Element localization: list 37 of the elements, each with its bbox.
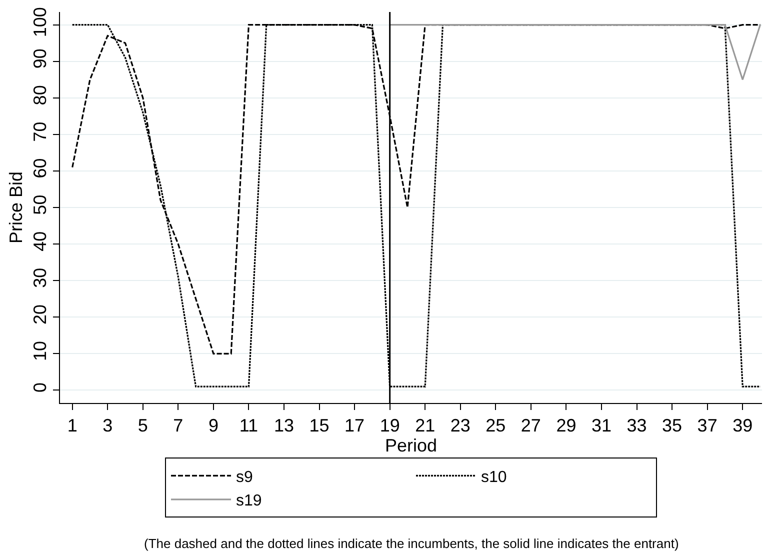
x-tick-label: 9 <box>208 416 218 436</box>
x-tick-label: 11 <box>239 416 258 436</box>
x-tick-label: 39 <box>732 416 753 436</box>
y-axis-title: Price Bid <box>6 171 26 244</box>
y-tick-label: 80 <box>30 85 50 106</box>
x-tick-label: 29 <box>556 416 576 436</box>
x-tick-label: 25 <box>486 416 506 436</box>
x-tick-label: 35 <box>662 416 682 436</box>
x-tick-label: 3 <box>102 416 113 436</box>
y-tick-label: 30 <box>30 268 50 288</box>
x-tick-label: 31 <box>591 416 612 436</box>
y-tick-label: 20 <box>30 304 50 324</box>
y-tick-label: 100 <box>30 7 50 38</box>
x-tick-label: 33 <box>626 416 647 436</box>
y-tick-label: 10 <box>30 340 50 361</box>
x-tick-label: 5 <box>138 416 148 436</box>
x-tick-label: 23 <box>450 416 470 436</box>
x-tick-label: 17 <box>344 416 365 436</box>
y-tick-label: 0 <box>30 382 50 393</box>
y-tick-label: 40 <box>30 231 50 252</box>
x-tick-label: 27 <box>520 416 541 436</box>
x-tick-label: 1 <box>67 416 78 436</box>
x-tick-label: 15 <box>309 416 330 436</box>
text: (The dashed and the dotted lines indicate the incumbents, the solid line indicates the entrant) <box>144 536 679 551</box>
x-tick-label: 37 <box>697 416 718 436</box>
y-tick-label: 90 <box>30 48 50 69</box>
legend-label: s9 <box>236 468 253 486</box>
x-tick-label: 13 <box>274 416 294 436</box>
y-tick-label: 50 <box>30 194 50 215</box>
legend-label: s10 <box>481 468 507 486</box>
x-tick-label: 19 <box>380 416 400 436</box>
x-axis-title: Period <box>384 436 438 456</box>
x-tick-label: 7 <box>173 416 184 436</box>
y-tick-label: 70 <box>30 122 50 142</box>
legend-label: s19 <box>236 492 262 510</box>
y-tick-label: 60 <box>30 158 50 178</box>
x-tick-label: 21 <box>415 416 436 436</box>
